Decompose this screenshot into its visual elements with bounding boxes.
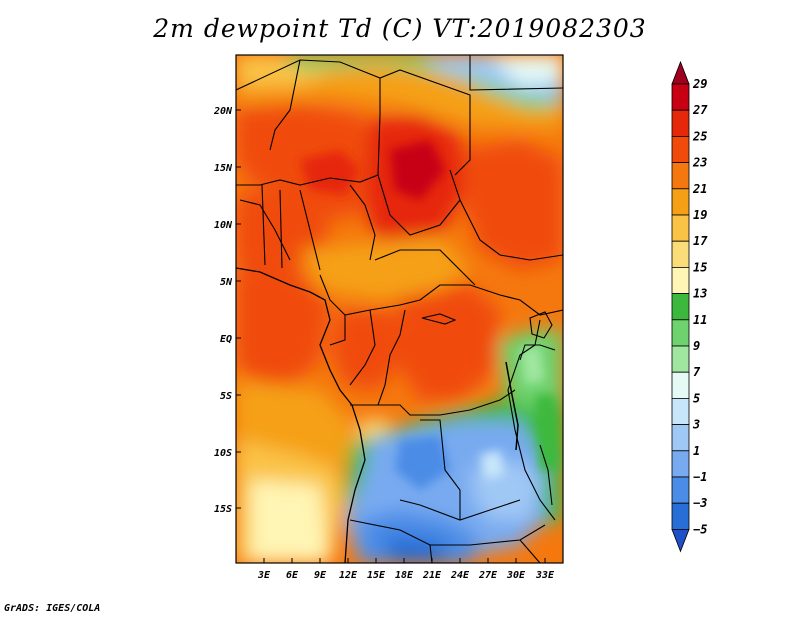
colorbar-swatch <box>671 162 690 190</box>
map-title: 2m dewpoint Td (C) VT:2019082303 <box>153 14 647 43</box>
colorbar-label: 13 <box>693 287 707 301</box>
colorbar-label: 3 <box>692 418 700 432</box>
colorbar-label: 25 <box>692 129 707 143</box>
colorbar-swatch <box>671 214 690 242</box>
colorbar-label: 21 <box>692 182 707 196</box>
colorbar-label: 11 <box>693 313 707 327</box>
lon-label: 27E <box>478 570 498 581</box>
dewpoint-field <box>236 55 563 563</box>
colorbar-label: 15 <box>693 260 707 274</box>
colorbar-label: 29 <box>692 77 707 91</box>
colorbar-label: 23 <box>692 156 707 170</box>
lat-label: 10S <box>214 448 232 459</box>
colorbar-label: 9 <box>693 339 700 353</box>
longitude-axis: 3E 6E 9E 12E 15E 18E 21E 24E 27E 30E 33E <box>257 558 555 581</box>
colorbar-swatch <box>671 371 690 399</box>
colorbar-swatch <box>671 345 690 373</box>
lon-label: 18E <box>395 570 414 581</box>
lat-label: 20N <box>213 106 233 117</box>
colorbar-swatch <box>671 266 690 294</box>
lon-label: 12E <box>339 570 358 581</box>
lon-label: 21E <box>422 570 442 581</box>
lon-label: 24E <box>450 570 470 581</box>
lat-label: 15N <box>214 163 233 174</box>
lon-label: 15E <box>367 570 386 581</box>
colorbar-swatch <box>671 450 690 478</box>
colorbar-swatch <box>671 502 690 530</box>
colorbar-swatch <box>671 424 690 452</box>
colorbar-label: 7 <box>693 365 701 379</box>
colorbar-swatch <box>671 476 690 504</box>
colorbar-label: 27 <box>692 103 708 117</box>
latitude-axis: 20N 15N 10N 5N EQ 5S 10S 15S <box>213 106 241 515</box>
colorbar-swatch <box>671 109 690 137</box>
colorbar-label: 17 <box>693 234 708 248</box>
colorbar-swatch <box>671 319 690 347</box>
colorbar-swatch <box>671 188 690 216</box>
colorbar-label: 19 <box>693 208 707 222</box>
lat-label: 15S <box>214 504 232 515</box>
colorbar-swatch <box>671 83 690 111</box>
colorbar-swatch <box>671 240 690 268</box>
map-frame <box>235 54 564 564</box>
colorbar-label: −3 <box>693 496 707 510</box>
colorbar-label: 1 <box>693 444 700 458</box>
lat-label: 10N <box>214 220 233 231</box>
lon-label: 30E <box>506 570 526 581</box>
colorbar-bottom-triangle <box>671 529 690 553</box>
colorbar-legend: 29 27 25 23 21 19 17 15 13 11 9 7 5 3 1 −1 −3 −5 <box>671 60 708 553</box>
colorbar-swatch <box>671 135 690 163</box>
colorbar-swatch <box>671 397 690 425</box>
colorbar-swatch <box>671 293 690 321</box>
lat-label: 5S <box>220 391 232 402</box>
grads-credit: GrADS: IGES/COLA <box>4 603 101 614</box>
colorbar-label: −1 <box>693 470 707 484</box>
lon-label: 9E <box>314 570 327 581</box>
lon-label: 6E <box>286 570 299 581</box>
lon-label: 3E <box>257 570 271 581</box>
colorbar-label: −5 <box>693 522 707 536</box>
lat-label: EQ <box>220 334 232 345</box>
colorbar-top-triangle <box>671 60 690 85</box>
lon-label: 33E <box>535 570 555 581</box>
colorbar-label: 5 <box>693 391 700 405</box>
lat-label: 5N <box>220 277 233 288</box>
